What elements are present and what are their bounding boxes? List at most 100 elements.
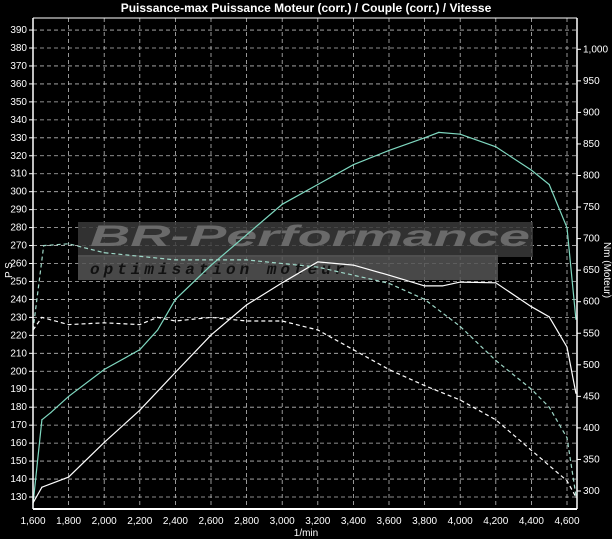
data-point-series-0 <box>424 137 426 139</box>
y-left-axis-label: P S <box>4 262 15 278</box>
data-point-series-3 <box>174 259 176 261</box>
data-point-series-1 <box>103 441 105 444</box>
data-point-series-3 <box>566 437 568 439</box>
data-point-series-0 <box>41 419 43 421</box>
data-point-series-2 <box>157 316 159 318</box>
data-point-series-1 <box>575 392 577 394</box>
y-right-tick-label: 450 <box>583 391 600 402</box>
data-point-series-2 <box>41 316 43 318</box>
logo-brand: BR-Performance <box>90 220 530 253</box>
data-point-series-3 <box>43 244 45 247</box>
data-point-series-1 <box>424 285 426 287</box>
data-point-series-0 <box>459 133 461 135</box>
chart-title: Puissance-max Puissance Moteur (corr.) /… <box>121 1 492 15</box>
y-left-tick-label: 360 <box>10 79 27 90</box>
y-left-tick-label: 320 <box>10 151 27 162</box>
data-point-series-2 <box>459 399 461 401</box>
x-tick-label: 2,000 <box>92 516 117 527</box>
x-tick-label: 4,200 <box>483 516 508 527</box>
series-layer <box>32 131 577 505</box>
x-tick-label: 3,000 <box>270 516 295 527</box>
data-point-series-1 <box>352 264 354 266</box>
data-point-series-0 <box>438 131 440 134</box>
logo-tagline: optimisation moteur <box>90 261 348 279</box>
data-point-series-3 <box>246 259 248 261</box>
x-tick-label: 4,000 <box>448 516 473 527</box>
data-point-series-1 <box>139 409 141 411</box>
data-point-series-2 <box>317 329 319 331</box>
y-left-tick-label: 290 <box>10 205 27 216</box>
y-right-tick-label: 750 <box>583 202 600 213</box>
data-point-series-1 <box>68 476 70 478</box>
y-left-tick-label: 370 <box>10 61 27 72</box>
x-tick-label: 2,800 <box>234 516 259 527</box>
data-point-series-0 <box>317 183 319 186</box>
data-point-series-2 <box>495 419 497 421</box>
data-point-series-1 <box>281 282 283 284</box>
y-left-tick-label: 220 <box>10 330 27 341</box>
x-tick-label: 1,800 <box>56 516 81 527</box>
data-point-series-1 <box>441 285 443 287</box>
data-point-series-3 <box>459 325 461 327</box>
x-axis-label: 1/min <box>294 528 318 539</box>
x-tick-label: 2,400 <box>163 516 188 527</box>
y-left-tick-label: 380 <box>10 43 27 54</box>
data-point-series-2 <box>246 320 248 322</box>
data-point-series-1 <box>388 274 390 276</box>
y-right-axis-label: Nm (Moteur) <box>601 242 612 298</box>
data-point-series-1 <box>210 334 212 336</box>
data-point-series-3 <box>424 298 426 301</box>
data-point-series-2 <box>103 322 105 324</box>
data-point-series-2 <box>174 320 176 322</box>
y-left-tick-label: 250 <box>10 276 27 287</box>
data-point-series-1 <box>530 306 533 308</box>
data-point-series-1 <box>548 316 550 318</box>
y-right-tick-label: 500 <box>583 360 600 371</box>
data-point-series-0 <box>50 411 52 414</box>
data-point-series-0 <box>246 234 248 236</box>
data-point-series-3 <box>530 388 533 390</box>
y-right-tick-label: 400 <box>583 423 600 434</box>
y-left-tick-label: 330 <box>10 133 27 144</box>
x-tick-label: 3,200 <box>305 516 330 527</box>
data-point-series-2 <box>281 320 283 322</box>
y-left-tick-label: 390 <box>10 25 27 36</box>
data-point-series-3 <box>103 252 105 254</box>
y-left-tick-label: 130 <box>10 492 27 503</box>
y-left-tick-label: 140 <box>10 474 27 485</box>
y-left-tick-label: 200 <box>10 366 27 377</box>
y-right-tick-label: 850 <box>583 139 600 150</box>
y-left-tick-label: 180 <box>10 402 27 413</box>
y-right-tick-label: 300 <box>583 486 600 497</box>
y-left-tick-label: 210 <box>10 348 27 359</box>
y-right-tick-label: 350 <box>583 454 600 465</box>
y-left-tick-label: 260 <box>10 259 27 270</box>
data-point-series-1 <box>174 371 176 373</box>
data-point-series-1 <box>495 282 497 284</box>
data-point-series-2 <box>566 480 568 482</box>
data-point-series-0 <box>139 349 141 351</box>
data-point-series-0 <box>68 395 70 398</box>
y-left-tick-label: 190 <box>10 384 27 395</box>
series-line-3 <box>32 243 577 496</box>
data-point-series-1 <box>317 261 319 263</box>
data-point-series-2 <box>352 349 354 351</box>
data-point-series-3 <box>575 494 577 496</box>
data-point-series-0 <box>281 203 283 205</box>
y-left-tick-label: 310 <box>10 169 27 180</box>
data-point-series-0 <box>352 164 354 166</box>
watermark-logo: BR-Performance optimisation moteur <box>78 220 533 280</box>
data-point-series-1 <box>41 486 43 488</box>
data-point-series-1 <box>246 304 248 306</box>
data-point-series-0 <box>495 146 497 148</box>
y-left-tick-label: 350 <box>10 97 27 108</box>
y-left-tick-label: 280 <box>10 223 27 234</box>
x-tick-label: 1,600 <box>20 516 45 527</box>
y-left-tick-label: 270 <box>10 241 27 252</box>
x-tick-label: 4,400 <box>519 516 544 527</box>
data-point-series-2 <box>575 496 577 498</box>
data-point-series-0 <box>566 227 568 229</box>
data-point-series-2 <box>388 368 390 371</box>
data-point-series-1 <box>566 346 568 348</box>
